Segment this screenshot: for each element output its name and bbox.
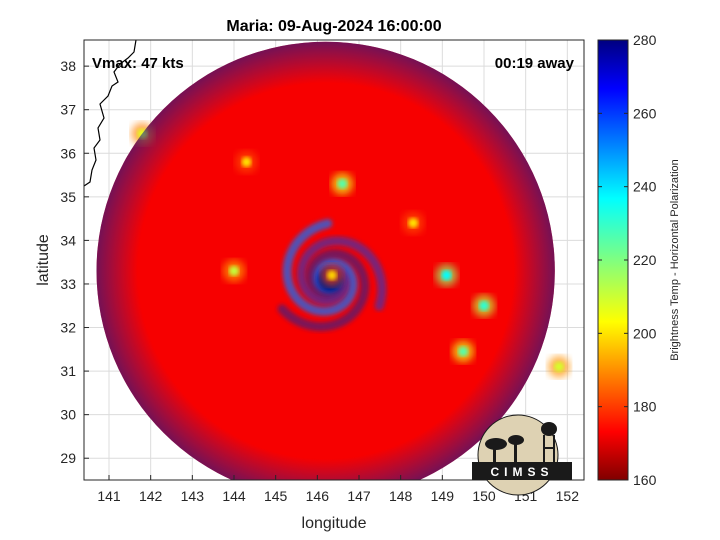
- x-tick-label: 146: [306, 488, 330, 504]
- y-tick-label: 29: [60, 450, 76, 466]
- x-tick-label: 149: [431, 488, 455, 504]
- x-tick-label: 143: [181, 488, 205, 504]
- colorbar-tick-label: 220: [633, 252, 657, 268]
- coastline: [83, 39, 137, 187]
- y-tick-label: 35: [60, 189, 76, 205]
- time-away-annotation: 00:19 away: [495, 55, 575, 72]
- y-tick-label: 30: [60, 407, 76, 423]
- x-axis-label: longitude: [302, 515, 367, 532]
- colorbar-tick-label: 280: [633, 32, 657, 48]
- x-tick-label: 144: [222, 488, 246, 504]
- y-tick-label: 36: [60, 145, 76, 161]
- y-tick-label: 32: [60, 320, 76, 336]
- colorbar: [597, 39, 629, 481]
- swath-rim-shade: [96, 41, 555, 480]
- colorbar-tick-label: 200: [633, 325, 657, 341]
- water-tower-icon: [541, 422, 557, 462]
- colorbar-ticks: 160 180 200 220 240 260 280: [598, 32, 657, 488]
- colorbar-label: Brightness Temp - Horizontal Polarizatio…: [669, 159, 681, 361]
- feature-core: [554, 361, 564, 372]
- x-tick-label: 142: [139, 488, 163, 504]
- y-axis-ticks: 29 30 31 32 33 34 35 36 37 38: [60, 58, 89, 466]
- y-tick-label: 31: [60, 363, 76, 379]
- x-tick-label: 141: [97, 488, 121, 504]
- cimss-logo: CIMSS: [472, 414, 572, 496]
- y-tick-label: 37: [60, 102, 76, 118]
- x-tick-label: 145: [264, 488, 288, 504]
- vmax-annotation: Vmax: 47 kts: [92, 55, 184, 72]
- colorbar-tick-label: 260: [633, 105, 657, 121]
- x-tick-label: 148: [389, 488, 413, 504]
- x-tick-label: 150: [472, 488, 496, 504]
- plot-border: [83, 39, 585, 481]
- x-tick-label: 147: [347, 488, 371, 504]
- colorbar-tick-label: 160: [633, 472, 657, 488]
- satellite-dish-icon: [485, 435, 524, 463]
- x-tick-label: 152: [556, 488, 580, 504]
- brightness-temp-swath: [96, 41, 570, 480]
- x-axis-ticks: 141 142 143 144 145 146 147 148 149 150 151 152: [97, 475, 579, 504]
- y-tick-label: 38: [60, 58, 76, 74]
- cimss-logo-band: [472, 462, 572, 480]
- y-tick-label: 34: [60, 232, 76, 248]
- y-tick-label: 33: [60, 276, 76, 292]
- chart-title: Maria: 09-Aug-2024 16:00:00: [226, 18, 441, 35]
- cimss-logo-text: CIMSS: [490, 465, 553, 479]
- colorbar-tick-label: 240: [633, 179, 657, 195]
- colorbar-tick-label: 180: [633, 399, 657, 415]
- y-axis-label: latitude: [35, 234, 52, 286]
